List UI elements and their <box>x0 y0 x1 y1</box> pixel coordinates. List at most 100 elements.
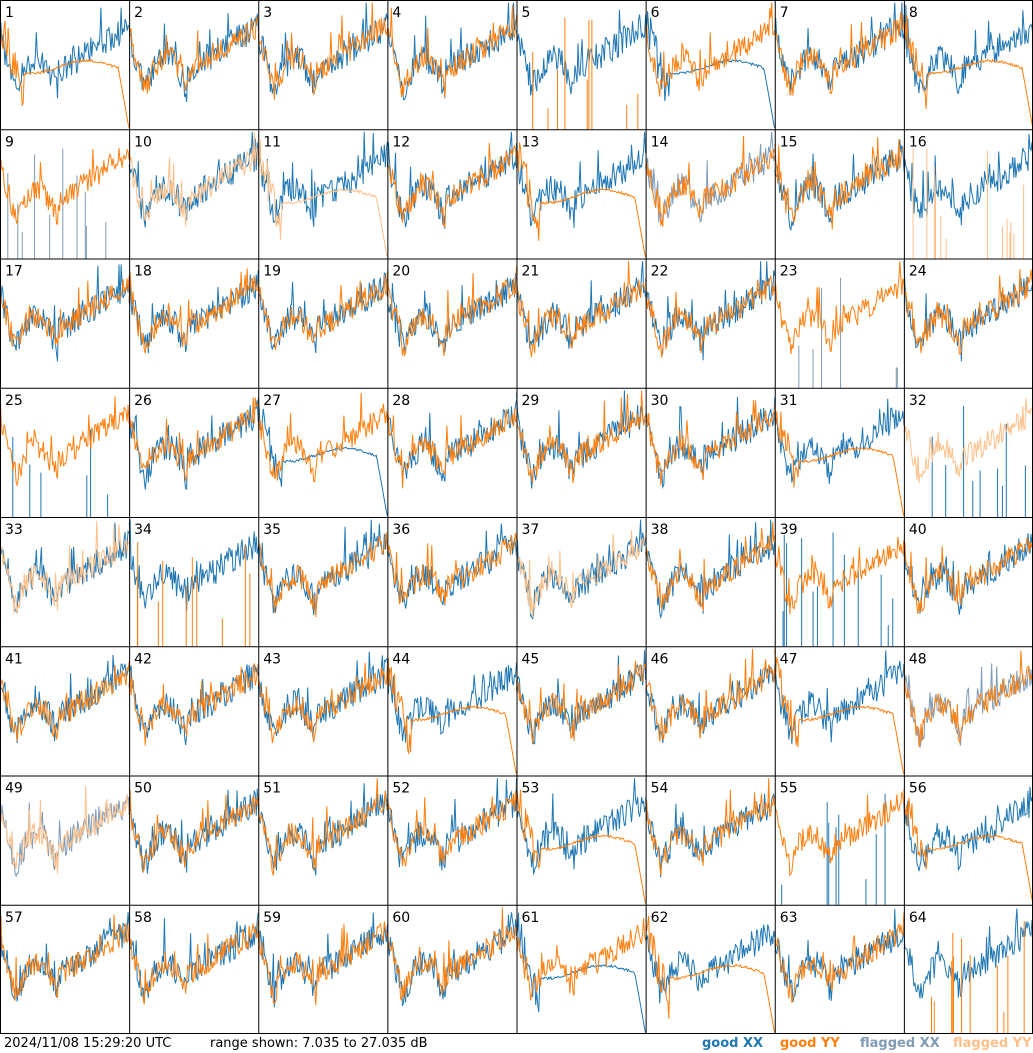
panel-47: 47 <box>774 648 905 775</box>
series-yy <box>903 788 1033 904</box>
panel-60: 60 <box>386 907 517 1007</box>
series-xx <box>903 786 1033 872</box>
series-yy <box>128 663 259 746</box>
panel-14: 14 <box>645 131 776 227</box>
panel-17: 17 <box>0 264 130 362</box>
series-xx <box>257 131 388 227</box>
series-xx <box>903 908 1033 999</box>
legend-good-xx: good XX <box>702 1036 764 1051</box>
series-xx <box>257 2 388 95</box>
panel-61: 61 <box>516 910 647 1033</box>
series-yy <box>0 10 130 129</box>
series-yy <box>0 914 130 1001</box>
panel-label: 14 <box>651 134 669 150</box>
series-xx <box>128 13 259 102</box>
panel-label: 21 <box>522 264 540 280</box>
panel-2: 2 <box>128 5 259 102</box>
panel-11: 11 <box>257 131 388 258</box>
series-yy <box>645 778 776 876</box>
legend-flagged-xx: flagged XX <box>860 1036 940 1051</box>
series-xx <box>386 778 517 871</box>
panel-20: 20 <box>386 264 517 357</box>
panel-44: 44 <box>386 651 517 775</box>
panel-46: 46 <box>645 648 776 744</box>
panel-63: 63 <box>774 908 905 1004</box>
panel-label: 15 <box>780 134 798 150</box>
panel-23: 23 <box>774 261 905 388</box>
panel-label: 34 <box>134 522 152 538</box>
series-yy <box>128 397 259 481</box>
series-yy <box>516 390 647 484</box>
panel-label: 31 <box>780 393 798 409</box>
series-yy <box>645 521 776 612</box>
series-yy <box>774 912 905 1004</box>
panel-label: 62 <box>651 910 669 926</box>
series-xx <box>128 788 259 874</box>
panel-56: 56 <box>903 781 1033 904</box>
panel-40: 40 <box>903 522 1033 615</box>
series-yy <box>903 398 1033 483</box>
panel-54: 54 <box>645 778 776 878</box>
series-yy <box>516 142 647 258</box>
series-xx <box>645 924 776 1004</box>
panel-51: 51 <box>257 778 388 876</box>
panel-45: 45 <box>516 650 647 745</box>
panel-3: 3 <box>257 2 388 100</box>
panel-label: 5 <box>522 5 531 21</box>
series-yy <box>774 537 905 615</box>
panel-19: 19 <box>257 264 388 354</box>
panel-label: 7 <box>780 5 789 21</box>
panel-64: 64 <box>903 908 1033 1034</box>
panel-label: 23 <box>780 264 798 280</box>
series-xx <box>774 908 905 1003</box>
panel-12: 12 <box>386 131 517 229</box>
panel-53: 53 <box>516 778 647 904</box>
panel-label: 19 <box>263 264 281 280</box>
panel-18: 18 <box>128 264 259 354</box>
series-xx <box>0 7 130 99</box>
series-yy <box>128 920 259 1005</box>
panel-37: 37 <box>516 519 647 620</box>
series-xx <box>128 912 259 1004</box>
panel-10: 10 <box>128 131 259 228</box>
panel-31: 31 <box>774 393 905 516</box>
series-yy <box>645 648 776 742</box>
panel-22: 22 <box>645 261 776 361</box>
series-xx <box>516 261 647 349</box>
panel-label: 41 <box>5 651 23 667</box>
legend-good-yy: good YY <box>780 1036 840 1051</box>
series-xx <box>257 519 388 616</box>
series-yy <box>645 2 776 97</box>
panel-36: 36 <box>386 522 517 609</box>
panel-5: 5 <box>516 5 647 130</box>
series-xx <box>645 665 776 744</box>
panel-label: 30 <box>651 393 669 409</box>
series-yy <box>903 650 1033 747</box>
panel-50: 50 <box>128 781 259 874</box>
panel-13: 13 <box>516 131 647 258</box>
series-xx <box>386 399 517 482</box>
panel-label: 10 <box>134 134 152 150</box>
series-xx <box>257 783 388 876</box>
panel-15: 15 <box>774 134 905 231</box>
panel-label: 59 <box>263 910 281 926</box>
series-yy <box>903 15 1033 129</box>
series-yy <box>386 532 517 605</box>
range-label: range shown: 7.035 to 27.035 dB <box>210 1036 428 1051</box>
panel-label: 60 <box>392 910 410 926</box>
series-yy <box>516 660 647 745</box>
series-yy <box>128 131 259 227</box>
series-xx <box>903 662 1033 748</box>
series-xx <box>516 912 647 1033</box>
panel-label: 39 <box>780 522 798 538</box>
panel-55: 55 <box>774 781 905 905</box>
series-yy <box>0 661 130 742</box>
series-yy <box>257 778 388 876</box>
panel-label: 13 <box>522 134 540 150</box>
series-yy <box>386 266 517 357</box>
panel-49: 49 <box>0 781 130 878</box>
panel-34: 34 <box>128 519 259 647</box>
panel-38: 38 <box>645 519 776 620</box>
panel-label: 37 <box>522 522 540 538</box>
panel-label: 8 <box>909 5 918 21</box>
